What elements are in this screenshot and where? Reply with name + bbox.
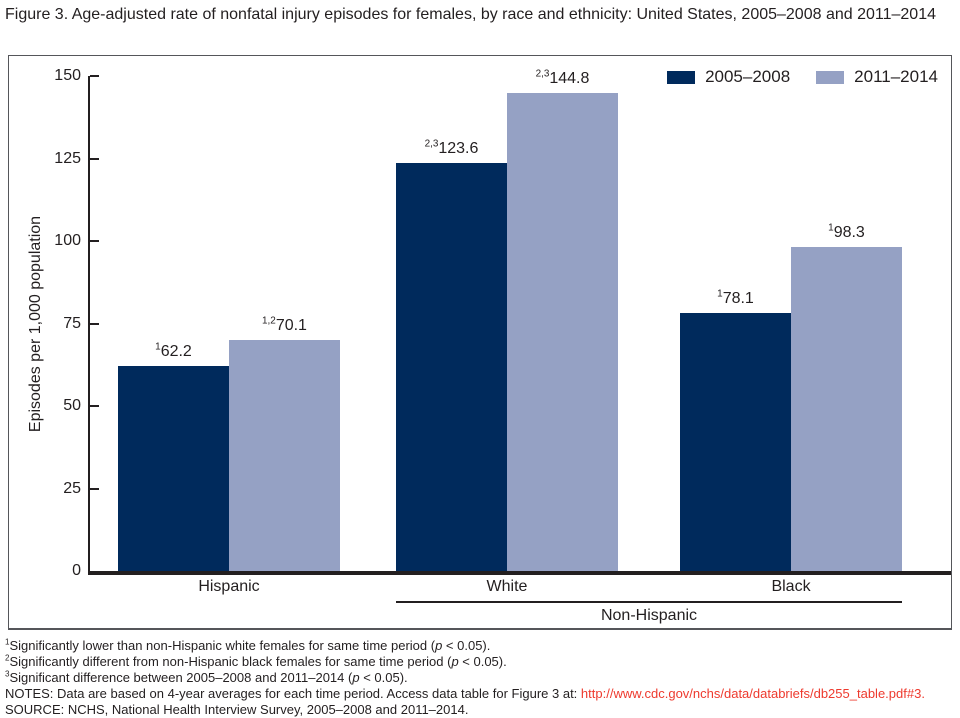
y-tick-mark	[90, 240, 99, 242]
footnote-line: 3Significant difference between 2005–200…	[5, 670, 957, 686]
bar-value-label: 1,270.1	[262, 315, 307, 334]
figure-title: Figure 3. Age-adjusted rate of nonfatal …	[5, 6, 936, 23]
footnote-text: Significantly lower than non-Hispanic wh…	[9, 638, 436, 653]
y-tick-mark	[90, 322, 99, 325]
superscript: 1,2	[262, 315, 276, 327]
y-axis-line	[88, 76, 90, 575]
footnote-text: < 0.05).	[442, 638, 491, 653]
legend-swatch-2005-2008	[667, 70, 696, 84]
legend-label: 2005–2008	[705, 67, 791, 86]
footnote-line: 1Significantly lower than non-Hispanic w…	[5, 638, 957, 654]
footnote-text: Significant difference between 2005–2008…	[9, 670, 353, 685]
footnotes: 1Significantly lower than non-Hispanic w…	[5, 638, 957, 718]
y-tick-label: 100	[54, 232, 81, 249]
y-tick-mark	[90, 157, 99, 160]
bar-white-2005-2008	[396, 163, 507, 571]
bar-value-label: 2,3123.6	[424, 138, 479, 157]
legend-item: 2011–2014	[816, 67, 938, 87]
bar-value-label: 162.2	[155, 341, 192, 360]
bar-black-2005-2008	[680, 313, 791, 571]
y-tick-mark	[90, 405, 99, 407]
non-hispanic-label: Non-Hispanic	[600, 607, 698, 624]
y-tick-mark	[90, 75, 99, 77]
bar-value-label: 198.3	[828, 222, 865, 241]
legend-swatch-2011-2014	[816, 70, 845, 84]
data-table-link[interactable]: http://www.cdc.gov/nchs/data/databriefs/…	[580, 686, 925, 701]
y-tick-label: 0	[72, 562, 81, 579]
footnote-text: NOTES: Data are based on 4-year averages…	[5, 686, 581, 701]
superscript: 1	[155, 341, 161, 353]
footnote-superscript: 3	[5, 669, 10, 679]
bar-value-label: 2,3144.8	[535, 68, 590, 87]
footnote-superscript: 1	[5, 637, 10, 647]
footnote-text: < 0.05).	[458, 654, 507, 669]
bar-white-2011-2014	[507, 93, 618, 571]
superscript: 1	[717, 288, 723, 300]
footnote-text: Significantly different from non-Hispani…	[9, 654, 452, 669]
footnote-text: p	[451, 654, 459, 669]
footnote-line: 2Significantly different from non-Hispan…	[5, 654, 957, 670]
y-tick-label: 25	[63, 479, 81, 497]
y-tick-label: 75	[63, 314, 81, 332]
x-axis-label-white: White	[486, 578, 528, 595]
y-tick-label: 150	[54, 67, 81, 84]
bar-hispanic-2005-2008	[118, 366, 229, 571]
footnote-line: SOURCE: NCHS, National Health Interview …	[5, 702, 957, 718]
footnote-text: p	[435, 638, 443, 653]
non-hispanic-underline	[396, 601, 902, 603]
footnote-line: NOTES: Data are based on 4-year averages…	[5, 686, 957, 702]
bar-hispanic-2011-2014	[229, 340, 340, 571]
chart-legend: 2005–2008 2011–2014	[667, 67, 938, 87]
x-axis-label-hispanic: Hispanic	[198, 578, 260, 595]
x-axis-label-black: Black	[771, 578, 811, 595]
bar-black-2011-2014	[791, 247, 902, 571]
y-tick-label: 50	[63, 397, 81, 414]
y-tick-label: 125	[54, 149, 81, 167]
superscript: 2,3	[424, 138, 439, 150]
chart-frame: 2005–2008 2011–2014 Episodes per 1,000 po…	[8, 55, 952, 630]
bar-value-label: 178.1	[717, 288, 754, 307]
x-axis-line	[88, 571, 951, 575]
superscript: 1	[828, 222, 834, 234]
footnote-text: < 0.05).	[359, 670, 408, 685]
legend-item: 2005–2008	[667, 67, 790, 87]
superscript: 2,3	[535, 68, 550, 80]
legend-label: 2011–2014	[854, 67, 938, 86]
footnote-text: p	[352, 670, 360, 685]
y-tick-mark	[90, 487, 99, 490]
footnote-superscript: 2	[5, 653, 10, 663]
footnote-text: SOURCE: NCHS, National Health Interview …	[5, 702, 469, 717]
